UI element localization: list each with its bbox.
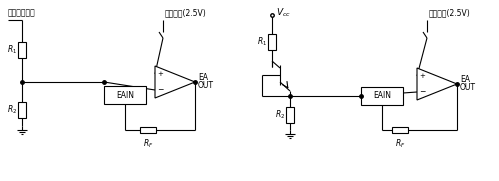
Text: 基准电压(2.5V): 基准电压(2.5V) xyxy=(429,9,471,18)
Bar xyxy=(104,86,146,104)
FancyBboxPatch shape xyxy=(140,127,156,133)
Text: OUT: OUT xyxy=(460,83,476,92)
Text: OUT: OUT xyxy=(198,81,214,90)
Text: $R_1$: $R_1$ xyxy=(7,44,17,56)
Text: 基准电压(2.5V): 基准电压(2.5V) xyxy=(165,9,207,18)
Text: $R_F$: $R_F$ xyxy=(143,138,153,150)
Text: $R_2$: $R_2$ xyxy=(7,104,17,116)
FancyBboxPatch shape xyxy=(268,34,276,50)
Text: $R_2$: $R_2$ xyxy=(275,109,285,121)
Text: +: + xyxy=(157,71,163,77)
Text: $R_F$: $R_F$ xyxy=(395,138,405,150)
Bar xyxy=(361,87,403,105)
FancyBboxPatch shape xyxy=(18,42,26,58)
Text: EAIN: EAIN xyxy=(116,90,134,100)
FancyBboxPatch shape xyxy=(392,127,408,133)
Text: EAIN: EAIN xyxy=(373,92,391,100)
Text: 来自检测电压: 来自检测电压 xyxy=(8,9,36,18)
FancyBboxPatch shape xyxy=(18,102,26,118)
Text: EA: EA xyxy=(198,73,208,83)
FancyBboxPatch shape xyxy=(286,107,294,123)
Polygon shape xyxy=(155,66,195,98)
Text: −: − xyxy=(419,87,425,96)
Text: −: − xyxy=(157,85,163,94)
Text: +: + xyxy=(419,73,425,79)
Text: $R_1$: $R_1$ xyxy=(257,36,267,48)
Text: EA: EA xyxy=(460,75,470,85)
Polygon shape xyxy=(417,68,457,100)
Text: $V_{cc}$: $V_{cc}$ xyxy=(276,7,291,19)
